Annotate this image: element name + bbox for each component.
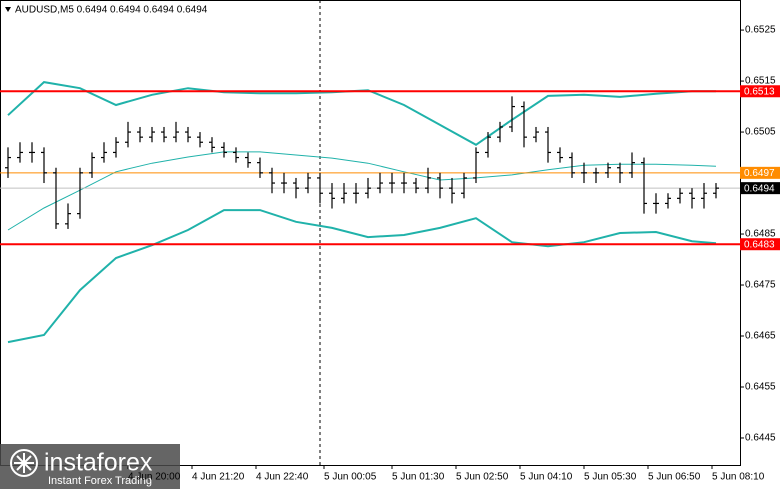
y-tick-label: 0.6465	[745, 331, 776, 342]
y-tick-label: 0.6525	[745, 25, 776, 36]
level-label: 0.6497	[744, 168, 775, 179]
indicator-line	[7, 209, 717, 344]
y-tick-label: 0.6505	[745, 127, 776, 138]
level-label-bg	[740, 238, 780, 251]
chart-title: AUDUSD,M5 0.6494 0.6494 0.6494 0.6494	[15, 5, 208, 16]
level-label: 0.6513	[744, 86, 775, 97]
y-tick-label: 0.6445	[745, 433, 776, 444]
x-tick-label: 5 Jun 04:10	[520, 472, 573, 483]
level-label-bg	[740, 85, 780, 98]
watermark-brand: instaforex	[44, 449, 153, 477]
menu-triangle	[5, 7, 11, 12]
x-tick-label: 4 Jun 22:40	[256, 472, 309, 483]
x-tick-label: 5 Jun 06:50	[648, 472, 701, 483]
watermark-slogan: Instant Forex Trading	[48, 475, 152, 487]
y-tick-label: 0.6475	[745, 280, 776, 291]
level-label-bg	[740, 166, 780, 179]
price-label: 0.6494	[744, 183, 775, 194]
x-tick-label: 5 Jun 02:50	[456, 472, 509, 483]
level-label: 0.6483	[744, 239, 775, 250]
x-tick-label: 5 Jun 00:05	[324, 472, 377, 483]
x-tick-label: 4 Jun 20:00	[128, 472, 181, 483]
y-tick-label: 0.6455	[745, 382, 776, 393]
x-tick-label: 5 Jun 05:30	[584, 472, 637, 483]
price-label-bg	[740, 182, 780, 195]
marks	[0, 0, 740, 465]
y-tick-label: 0.6515	[745, 76, 776, 87]
watermark-icon	[10, 449, 38, 477]
x-tick-label: 4 Jun 21:20	[192, 472, 245, 483]
y-tick-label: 0.6485	[745, 229, 776, 240]
indicator-line	[7, 81, 716, 146]
watermark-icon	[14, 453, 34, 473]
x-tick-label: 5 Jun 08:10	[712, 472, 765, 483]
watermark: instaforex Instant Forex Trading	[0, 444, 180, 489]
x-tick-label: 5 Jun 01:30	[392, 472, 445, 483]
